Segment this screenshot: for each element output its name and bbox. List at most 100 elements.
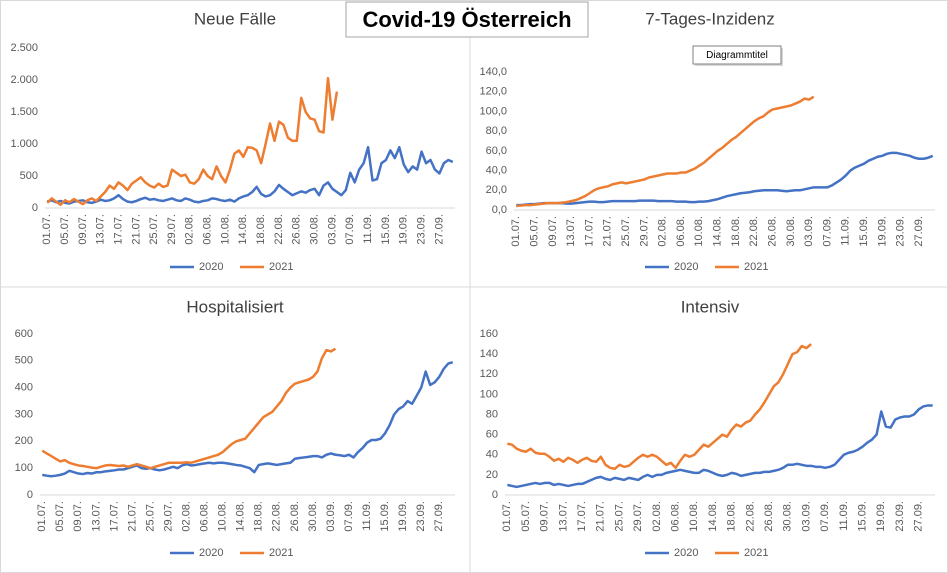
x-tick-label: 29.07. [632, 501, 644, 532]
x-tick-label: 25.07. [144, 501, 156, 532]
x-tick-label: 07.09. [819, 501, 831, 532]
series-line [46, 145, 454, 205]
y-tick-label: 40,0 [486, 164, 507, 176]
x-tick-label: 25.07. [613, 501, 625, 532]
x-tick-label: 17.07. [583, 216, 595, 247]
x-tick-label: 01.07. [501, 501, 513, 532]
x-tick-label: 26.08. [763, 501, 775, 532]
x-tick-label: 15.09. [379, 501, 391, 532]
y-tick-label: 1.500 [10, 106, 38, 118]
x-tick-label: 10.08. [688, 501, 700, 532]
x-tick-label: 21.07. [126, 501, 138, 532]
x-tick-label: 14.08. [707, 501, 719, 532]
y-tick-label: 80,0 [486, 125, 507, 137]
note: Diagrammtitel [706, 50, 768, 61]
x-tick-label: 21.07. [602, 216, 614, 247]
legend-label: 2021 [744, 261, 768, 273]
x-tick-label: 11.09. [838, 501, 850, 531]
y-tick-label: 120 [480, 368, 498, 380]
y-tick-label: 1.000 [10, 138, 38, 150]
x-tick-label: 09.07. [547, 216, 559, 247]
x-tick-label: 26.08. [291, 214, 303, 245]
x-tick-label: 26.08. [766, 216, 778, 247]
x-tick-label: 03.09. [803, 216, 815, 247]
x-tick-label: 17.07. [576, 501, 588, 532]
x-tick-label: 02.08. [651, 501, 663, 532]
x-tick-label: 27.09. [433, 501, 445, 532]
x-tick-label: 22.08. [273, 214, 285, 245]
x-tick-label: 18.08. [255, 214, 267, 245]
chart-title: Neue Fälle [194, 9, 276, 28]
x-tick-label: 06.08. [675, 216, 687, 247]
x-tick-label: 11.09. [362, 214, 374, 244]
x-tick-label: 13.07. [557, 501, 569, 532]
x-tick-label: 05.07. [59, 214, 71, 245]
y-tick-label: 0 [492, 489, 498, 501]
x-tick-label: 22.08. [271, 501, 283, 532]
y-tick-label: 140 [480, 348, 498, 360]
y-tick-label: 140,0 [479, 66, 507, 78]
x-tick-label: 30.08. [782, 501, 794, 532]
x-tick-label: 18.08. [730, 216, 742, 247]
y-tick-label: 300 [15, 408, 33, 420]
x-tick-label: 02.08. [184, 214, 196, 245]
x-tick-label: 22.08. [744, 501, 756, 532]
x-tick-label: 10.08. [217, 501, 229, 532]
x-tick-label: 05.07. [520, 501, 532, 532]
chart-title: Hospitalisiert [186, 297, 284, 316]
x-tick-label: 30.08. [309, 214, 321, 245]
x-tick-label: 10.08. [219, 214, 231, 245]
x-tick-label: 14.08. [235, 501, 247, 532]
y-tick-label: 120,0 [479, 86, 507, 98]
note-box [692, 45, 782, 65]
x-tick-label: 13.07. [90, 501, 102, 532]
x-tick-label: 17.07. [112, 214, 124, 245]
y-tick-label: 160 [480, 328, 498, 340]
x-tick-label: 07.09. [821, 216, 833, 247]
y-tick-label: 60 [486, 429, 498, 441]
x-tick-label: 23.09. [415, 501, 427, 532]
x-tick-label: 25.07. [620, 216, 632, 247]
x-tick-label: 23.09. [415, 214, 427, 245]
y-tick-label: 0,0 [492, 204, 507, 216]
x-tick-label: 30.08. [785, 216, 797, 247]
x-tick-label: 27.09. [913, 216, 925, 247]
y-tick-label: 60,0 [486, 145, 507, 157]
x-tick-label: 19.09. [397, 501, 409, 532]
x-tick-label: 23.09. [895, 216, 907, 247]
chart-title: Intensiv [681, 297, 740, 316]
x-tick-label: 15.09. [380, 214, 392, 245]
x-tick-label: 14.08. [712, 216, 724, 247]
y-tick-label: 2.000 [10, 74, 38, 86]
legend-label: 2021 [744, 547, 768, 559]
y-tick-label: 400 [15, 382, 33, 394]
x-tick-label: 01.07. [510, 216, 522, 247]
x-tick-label: 03.09. [326, 214, 338, 245]
legend-label: 2021 [269, 547, 293, 559]
x-tick-label: 15.09. [856, 501, 868, 532]
y-tick-label: 500 [20, 170, 38, 182]
y-tick-label: 20 [486, 469, 498, 481]
series-line [42, 360, 454, 478]
series-line [516, 95, 815, 208]
x-tick-label: 02.08. [657, 216, 669, 247]
x-tick-label: 05.07. [528, 216, 540, 247]
x-tick-label: 29.07. [162, 501, 174, 532]
x-tick-label: 13.07. [565, 216, 577, 247]
page-title: Covid-19 Österreich [362, 7, 571, 32]
legend-label: 2021 [269, 261, 293, 273]
x-tick-label: 07.09. [344, 214, 356, 245]
x-tick-label: 06.08. [670, 501, 682, 532]
x-tick-label: 22.08. [748, 216, 760, 247]
x-tick-label: 18.08. [726, 501, 738, 532]
chart-title: 7-Tages-Inzidenz [645, 9, 774, 28]
x-tick-label: 13.07. [95, 214, 107, 245]
legend-label: 2020 [199, 261, 223, 273]
legend-label: 2020 [674, 261, 698, 273]
series-line [46, 76, 339, 207]
x-tick-label: 03.09. [800, 501, 812, 532]
x-tick-label: 01.07. [36, 501, 48, 532]
y-tick-label: 100 [480, 388, 498, 400]
x-tick-label: 26.08. [289, 501, 301, 532]
